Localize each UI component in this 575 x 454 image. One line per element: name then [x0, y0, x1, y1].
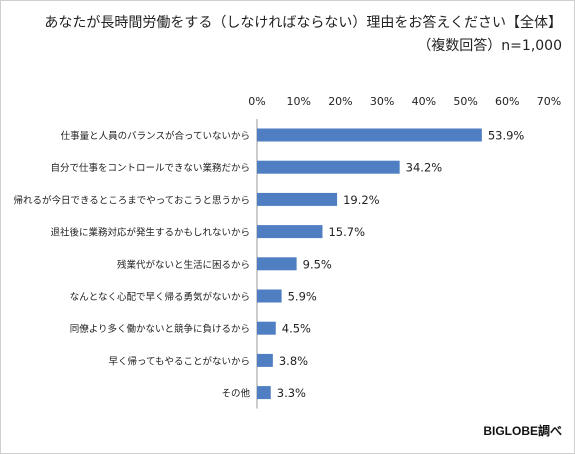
value-label: 19.2% — [343, 193, 380, 207]
value-label: 15.7% — [328, 225, 365, 239]
category-label: 自分で仕事をコントロールできない業務だから — [50, 162, 250, 174]
value-label: 34.2% — [406, 161, 443, 175]
bar — [257, 321, 276, 335]
x-tick-label: 50% — [453, 95, 477, 108]
value-labels: 53.9% 34.2% 19.2% 15.7% 9.5% 5.9% 4.5% 3.8% 3.3% — [277, 129, 525, 401]
category-label: 帰れるが今日できるところまでやっておこうと思うから — [13, 194, 250, 206]
x-tick-label: 20% — [328, 95, 352, 108]
category-label: 早く帰ってもやることがないから — [108, 355, 250, 367]
value-label: 53.9% — [488, 129, 525, 143]
category-label: その他 — [221, 388, 250, 400]
value-label: 3.3% — [277, 386, 306, 400]
bar — [257, 160, 400, 174]
value-label: 4.5% — [282, 322, 311, 336]
category-label: 退社後に業務対応が発生するかもしれないから — [50, 227, 250, 239]
bar — [257, 192, 338, 206]
bar — [257, 386, 271, 400]
value-label: 5.9% — [288, 290, 317, 304]
category-labels: 仕事量と人員のバランスが合っていないから自分で仕事をコントロールできない業務だか… — [13, 130, 250, 400]
bar — [257, 128, 482, 142]
category-label: 仕事量と人員のバランスが合っていないから — [61, 130, 250, 142]
x-tick-label: 10% — [286, 95, 310, 108]
category-label: なんとなく心配で早く帰る勇気がないから — [70, 291, 250, 303]
x-tick-label: 40% — [412, 95, 436, 108]
source-credit: BIGLOBE調べ — [483, 424, 562, 438]
x-tick-label: 60% — [495, 95, 519, 108]
chart-title: あなたが長時間労働をする（しなければならない）理由をお答えください【全体】 — [44, 15, 562, 31]
x-tick-label: 30% — [370, 95, 394, 108]
chart-subtitle: （複数回答）n=1,000 — [417, 38, 562, 54]
category-label: 残業代がないと生活に困るから — [117, 259, 250, 271]
x-tick-label: 70% — [537, 95, 561, 108]
value-label: 9.5% — [303, 257, 332, 271]
bar — [257, 257, 297, 271]
value-label: 3.8% — [279, 354, 308, 368]
x-axis-ticks: 0% 10% 20% 30% 40% 50% 60% 70% — [248, 95, 561, 108]
bar — [257, 353, 273, 367]
bar — [257, 289, 282, 303]
category-label: 同僚より多く働かないと競争に負けるから — [70, 323, 250, 335]
bars — [257, 128, 482, 400]
x-tick-label: 0% — [248, 95, 265, 108]
bar — [257, 225, 323, 239]
